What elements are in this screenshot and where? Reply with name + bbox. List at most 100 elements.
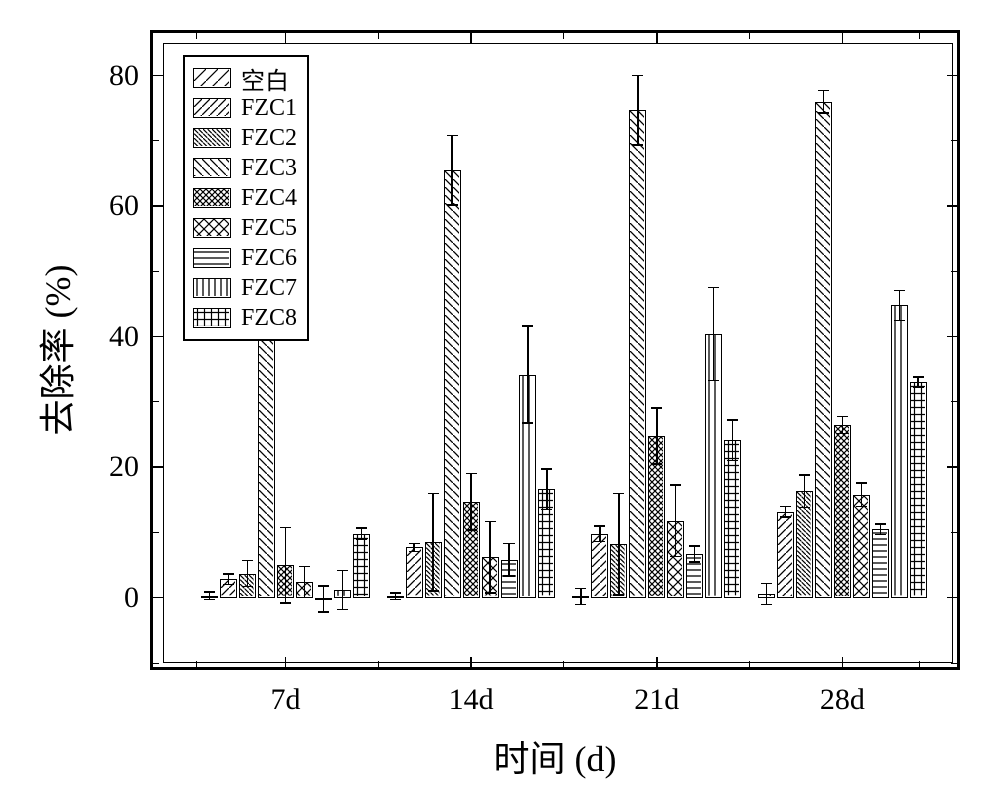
error-bar-cap	[337, 609, 348, 611]
plot-area: 空白FZC1FZC2FZC3FZC4FZC5FZC6FZC7FZC8 02040…	[150, 30, 960, 670]
error-bar	[546, 469, 548, 509]
error-bar-cap	[409, 543, 420, 545]
error-bar-cap	[485, 592, 496, 594]
error-bar-cap	[575, 604, 586, 606]
error-bar-cap	[356, 539, 367, 541]
error-bar-cap	[708, 380, 719, 382]
legend-label: FZC1	[241, 95, 297, 122]
legend-swatch	[193, 68, 231, 88]
bar	[220, 579, 237, 597]
legend-row: FZC7	[193, 273, 297, 303]
legend-row: FZC1	[193, 93, 297, 123]
error-bar-cap	[727, 419, 738, 421]
error-bar-cap	[594, 541, 605, 543]
error-bar-cap	[318, 611, 329, 613]
x-tick-label: 21d	[634, 667, 679, 717]
bar	[891, 305, 908, 597]
error-bar	[713, 288, 715, 381]
error-bar-cap	[390, 599, 401, 601]
error-bar-cap	[894, 320, 905, 322]
legend-row: FZC5	[193, 213, 297, 243]
error-bar-cap	[632, 75, 643, 77]
error-bar	[432, 493, 434, 591]
error-bar-cap	[651, 407, 662, 409]
error-bar	[861, 483, 863, 506]
bar	[777, 512, 794, 598]
error-bar	[323, 586, 325, 612]
error-bar-cap	[541, 509, 552, 511]
bar	[796, 491, 813, 597]
error-bar-cap	[280, 602, 291, 604]
y-tick-label: 60	[109, 189, 153, 223]
y-tick-label: 20	[109, 450, 153, 484]
legend-label: FZC2	[241, 125, 297, 152]
error-bar-cap	[818, 112, 829, 114]
error-bar	[899, 290, 901, 320]
error-bar-cap	[242, 586, 253, 588]
bar	[519, 375, 536, 598]
legend-swatch	[193, 188, 231, 208]
error-bar-cap	[780, 506, 791, 508]
legend-swatch	[193, 128, 231, 148]
bar	[815, 102, 832, 598]
legend: 空白FZC1FZC2FZC3FZC4FZC5FZC6FZC7FZC8	[183, 55, 309, 341]
bar	[610, 544, 627, 598]
error-bar-cap	[447, 204, 458, 206]
legend-row: FZC2	[193, 123, 297, 153]
bar	[705, 334, 722, 598]
legend-row: FZC4	[193, 183, 297, 213]
error-bar-cap	[337, 570, 348, 572]
legend-row: FZC6	[193, 243, 297, 273]
bar	[853, 495, 870, 598]
x-axis-title: 时间 (d)	[494, 730, 617, 782]
bar	[444, 170, 461, 597]
error-bar-cap	[875, 534, 886, 536]
error-bar-cap	[299, 597, 310, 599]
error-bar-cap	[541, 468, 552, 470]
error-bar-cap	[594, 525, 605, 527]
y-tick-label: 80	[109, 59, 153, 93]
bar	[501, 560, 518, 598]
error-bar	[342, 570, 344, 609]
error-bar-cap	[856, 482, 867, 484]
error-bar-cap	[522, 422, 533, 424]
legend-swatch	[193, 278, 231, 298]
error-bar-cap	[318, 585, 329, 587]
bar	[834, 425, 851, 598]
y-tick-label: 40	[109, 320, 153, 354]
error-bar	[247, 561, 249, 587]
error-bar-cap	[356, 527, 367, 529]
y-tick-label: 0	[124, 581, 153, 615]
error-bar-cap	[670, 484, 681, 486]
error-bar-cap	[204, 591, 215, 593]
error-bar	[675, 485, 677, 557]
error-bar	[508, 544, 510, 577]
error-bar	[285, 527, 287, 603]
error-bar-cap	[242, 560, 253, 562]
bar	[463, 502, 480, 598]
bar	[724, 440, 741, 597]
legend-label: 空白	[241, 61, 289, 96]
error-bar	[489, 521, 491, 593]
bar	[872, 529, 889, 598]
x-tick-label: 14d	[449, 667, 494, 717]
error-bar	[656, 408, 658, 464]
y-axis-title: 去除率 (%)	[29, 265, 81, 436]
error-bar-cap	[837, 433, 848, 435]
error-bar-cap	[522, 325, 533, 327]
error-bar-cap	[799, 474, 810, 476]
bar	[538, 489, 555, 597]
error-bar-cap	[613, 594, 624, 596]
bar	[667, 521, 684, 598]
x-tick-label: 7d	[270, 667, 300, 717]
bar	[239, 574, 256, 598]
error-bar	[209, 592, 211, 600]
error-bar-cap	[837, 416, 848, 418]
error-bar-cap	[875, 523, 886, 525]
error-bar-cap	[223, 584, 234, 586]
error-bar-cap	[466, 529, 477, 531]
x-tick-label: 28d	[820, 667, 865, 717]
bar	[591, 534, 608, 598]
error-bar-cap	[223, 573, 234, 575]
error-bar-cap	[799, 507, 810, 509]
